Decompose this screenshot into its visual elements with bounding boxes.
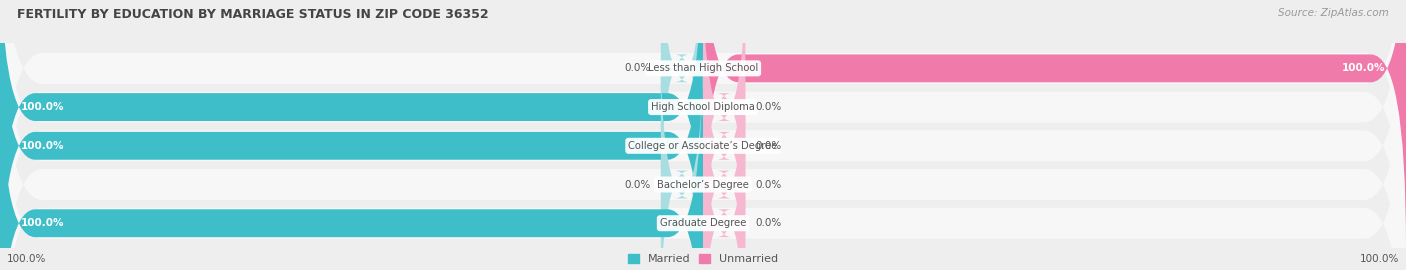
FancyBboxPatch shape xyxy=(0,6,1406,270)
FancyBboxPatch shape xyxy=(0,0,703,270)
Text: Bachelor’s Degree: Bachelor’s Degree xyxy=(657,180,749,190)
FancyBboxPatch shape xyxy=(703,0,1406,248)
Text: Graduate Degree: Graduate Degree xyxy=(659,218,747,228)
FancyBboxPatch shape xyxy=(703,82,745,270)
Text: Less than High School: Less than High School xyxy=(648,63,758,73)
FancyBboxPatch shape xyxy=(661,43,703,270)
Text: 100.0%: 100.0% xyxy=(1360,254,1399,264)
Text: 100.0%: 100.0% xyxy=(21,218,65,228)
Text: 0.0%: 0.0% xyxy=(756,218,782,228)
Text: Source: ZipAtlas.com: Source: ZipAtlas.com xyxy=(1278,8,1389,18)
Text: FERTILITY BY EDUCATION BY MARRIAGE STATUS IN ZIP CODE 36352: FERTILITY BY EDUCATION BY MARRIAGE STATU… xyxy=(17,8,488,21)
Text: 0.0%: 0.0% xyxy=(756,141,782,151)
FancyBboxPatch shape xyxy=(0,43,703,270)
FancyBboxPatch shape xyxy=(703,43,745,270)
FancyBboxPatch shape xyxy=(661,0,703,209)
FancyBboxPatch shape xyxy=(0,0,703,270)
Text: 100.0%: 100.0% xyxy=(7,254,46,264)
FancyBboxPatch shape xyxy=(703,5,745,270)
FancyBboxPatch shape xyxy=(703,0,745,248)
Text: 0.0%: 0.0% xyxy=(624,180,650,190)
Text: High School Diploma: High School Diploma xyxy=(651,102,755,112)
Text: 100.0%: 100.0% xyxy=(1341,63,1385,73)
Text: 100.0%: 100.0% xyxy=(21,102,65,112)
Legend: Married, Unmarried: Married, Unmarried xyxy=(627,254,779,264)
Text: 0.0%: 0.0% xyxy=(756,180,782,190)
Text: 100.0%: 100.0% xyxy=(21,141,65,151)
Text: 0.0%: 0.0% xyxy=(756,102,782,112)
Text: 0.0%: 0.0% xyxy=(624,63,650,73)
Text: College or Associate’s Degree: College or Associate’s Degree xyxy=(628,141,778,151)
